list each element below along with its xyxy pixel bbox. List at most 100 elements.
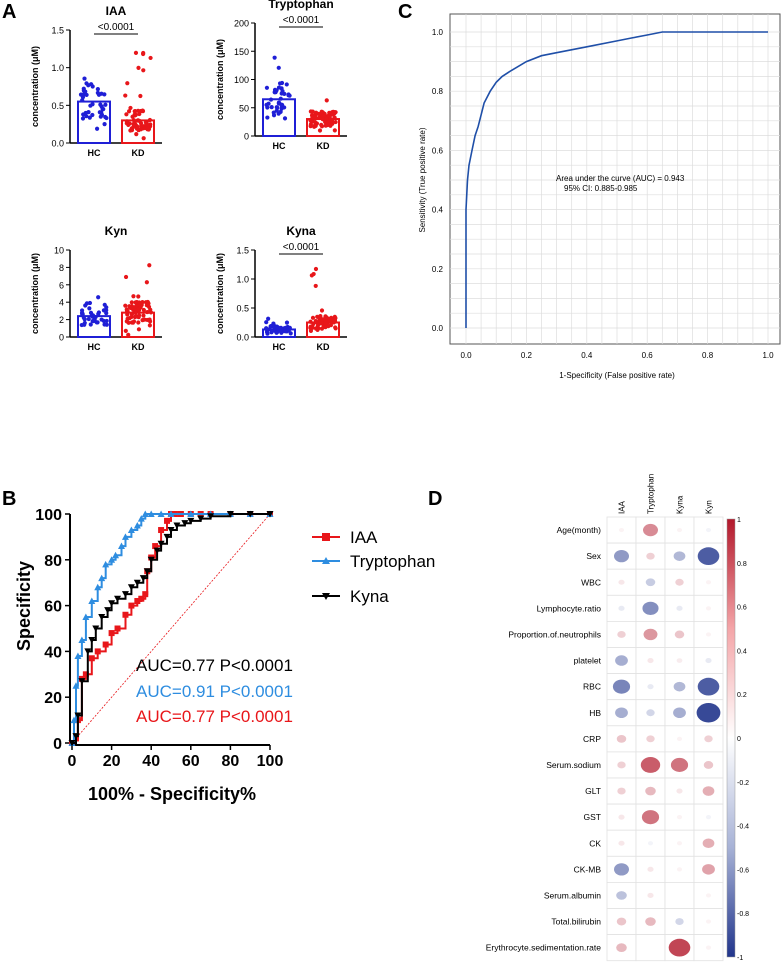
data-point: [148, 55, 153, 61]
correlation-circle: [612, 679, 631, 694]
y-tick-label: 200: [234, 19, 249, 29]
x-tick-label: 100: [257, 753, 284, 770]
x-tick-label: HC: [273, 342, 286, 352]
data-point: [132, 109, 137, 114]
data-point: [136, 294, 141, 299]
data-point: [129, 300, 134, 305]
legend-marker-tryptophan: [322, 557, 330, 564]
marker-kyna: [108, 600, 116, 607]
correlation-circle: [697, 677, 720, 696]
data-point: [141, 51, 146, 57]
data-point: [323, 315, 328, 320]
data-point: [315, 111, 320, 116]
data-point: [82, 320, 87, 326]
data-point: [131, 294, 136, 299]
y-tick-label: 150: [234, 47, 249, 57]
correlation-circle: [647, 658, 654, 664]
significance-label: <0.0001: [283, 242, 320, 253]
correlation-circle: [705, 580, 712, 585]
marker-kyna: [121, 591, 129, 598]
row-label: Total.bilirubin: [551, 917, 601, 927]
y-tick-label: 1.0: [432, 28, 444, 37]
data-point: [308, 328, 314, 334]
data-point: [129, 126, 134, 131]
correlation-circle: [618, 814, 625, 820]
marker-iaa: [122, 611, 129, 618]
data-point: [130, 320, 136, 325]
data-point: [274, 105, 279, 110]
data-point: [141, 307, 146, 313]
correlation-circle: [676, 527, 683, 533]
x-tick-label: 1.0: [762, 351, 774, 360]
row-label: GST: [584, 812, 601, 822]
data-point: [87, 306, 92, 311]
data-point: [104, 115, 109, 121]
y-tick-label: 1.0: [51, 63, 64, 73]
x-tick-label: 0.4: [581, 351, 593, 360]
marker-iaa: [94, 648, 101, 655]
data-point: [146, 304, 152, 309]
panel-label-c: C: [398, 1, 412, 23]
data-point: [93, 314, 98, 320]
data-point: [126, 332, 131, 338]
y-axis-label: Sensitivity (True positive rate): [418, 127, 427, 232]
row-label: Serum.albumin: [544, 890, 601, 900]
marker-iaa: [88, 655, 95, 662]
data-point: [130, 114, 135, 119]
correlation-circle: [702, 864, 715, 875]
auc-annotation: AUC=0.77 P<0.0001: [136, 707, 293, 726]
row-label: Sex: [586, 551, 601, 561]
colorbar-tick-label: -0.8: [737, 911, 749, 918]
marker-iaa: [164, 517, 171, 524]
y-axis-label: concentration (μM): [215, 39, 225, 120]
data-point: [102, 322, 107, 327]
data-point: [101, 107, 106, 112]
marker-kyna: [74, 712, 82, 720]
data-point: [96, 311, 101, 317]
marker-kyna: [72, 733, 80, 740]
bar-chart-kyna: Kyna 0.0 0.5 1.0 1.5 concentration (μM) HC KD <0…: [215, 224, 347, 352]
correlation-circle: [668, 938, 691, 957]
x-tick-label: 20: [103, 753, 121, 770]
column-label: Tryptophan: [647, 474, 656, 514]
x-tick-label: HC: [88, 342, 101, 352]
colorbar-tick-label: 0: [737, 736, 741, 743]
data-point: [313, 319, 319, 324]
correlation-circle: [702, 838, 715, 849]
data-point: [144, 280, 149, 285]
heatmap-cell: [664, 882, 695, 909]
data-point: [124, 112, 129, 117]
correlation-circle: [673, 681, 686, 692]
auc-annotation: AUC=0.91 P<0.0001: [136, 682, 293, 701]
marker-kyna: [246, 511, 254, 518]
marker-kyna: [167, 527, 175, 534]
correlation-circle: [676, 605, 683, 611]
correlation-circle: [640, 756, 661, 773]
data-point: [81, 315, 86, 320]
marker-iaa: [142, 591, 149, 598]
data-point: [314, 121, 320, 126]
auc-annotation: AUC=0.77 P<0.0001: [136, 656, 293, 675]
panel-a-bar-charts: IAA 0.0 0.5 1.0 1.5 concentration (μM) HC KD <0.…: [30, 0, 347, 352]
data-point: [278, 96, 283, 101]
x-tick-label: KD: [317, 342, 330, 352]
row-label: platelet: [574, 656, 602, 666]
marker-tryptophan: [94, 583, 102, 591]
marker-kyna: [139, 575, 147, 582]
row-label: RBC: [583, 682, 601, 692]
data-point: [98, 102, 103, 107]
data-point: [126, 109, 132, 114]
data-point: [279, 80, 285, 86]
data-point: [84, 92, 89, 98]
marker-iaa: [82, 671, 89, 678]
data-point: [271, 110, 276, 115]
marker-kyna: [157, 540, 165, 548]
y-tick-label: 20: [44, 690, 62, 707]
correlation-circle: [646, 709, 655, 717]
correlation-circle: [702, 786, 715, 796]
data-point: [124, 319, 129, 324]
data-point: [145, 317, 150, 323]
data-point: [268, 97, 274, 102]
y-tick-label: 8: [59, 263, 64, 273]
